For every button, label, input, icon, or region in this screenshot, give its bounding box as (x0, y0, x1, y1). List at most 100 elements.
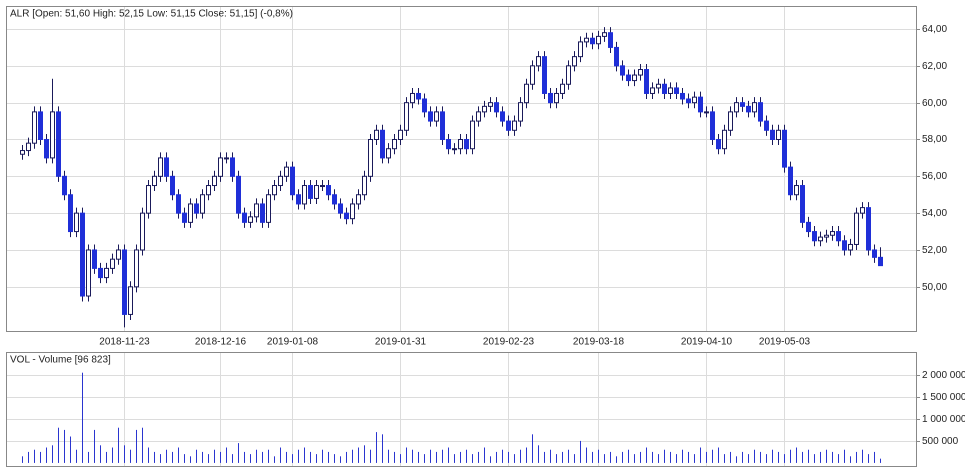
candle-body (476, 111, 481, 122)
candle-body (80, 212, 85, 297)
volume-bar (730, 451, 731, 463)
candle-body (740, 102, 745, 107)
volume-bar (274, 456, 275, 463)
candle-body (500, 111, 505, 122)
volume-bar (22, 456, 23, 463)
candle-body (416, 92, 421, 100)
volume-bar (418, 451, 419, 463)
volume-bar (646, 447, 647, 463)
volume-bar (268, 449, 269, 463)
candle-body (572, 56, 577, 67)
volume-bar (832, 451, 833, 463)
candle-body (50, 111, 55, 159)
candle-body (584, 37, 589, 43)
candle-body (140, 212, 145, 251)
volume-bar (52, 445, 53, 463)
volume-bar (652, 451, 653, 463)
candle-body (170, 175, 175, 196)
candle-body (434, 111, 439, 122)
candle-body (122, 249, 127, 315)
candle-body (188, 203, 193, 223)
candle-body (218, 157, 223, 177)
volume-bar (286, 451, 287, 463)
y-tick-label: 64,00 (922, 24, 947, 35)
volume-bar (532, 434, 533, 463)
candle-body (644, 69, 649, 94)
candle-body (680, 92, 685, 100)
volume-bar (310, 451, 311, 463)
candle-body (302, 185, 307, 205)
volume-bar (382, 434, 383, 463)
volume-bar (568, 449, 569, 463)
candle-body (638, 69, 643, 76)
volume-bar (256, 449, 257, 463)
volume-bar (316, 454, 317, 463)
candle-body (266, 194, 271, 223)
candle-body (20, 150, 25, 155)
volume-bar (40, 451, 41, 463)
volume-bar (736, 456, 737, 463)
candle-body (602, 32, 607, 37)
candle-body (656, 83, 661, 89)
candle-body (56, 111, 61, 177)
candle-body (200, 194, 205, 214)
y-tick-label: 56,00 (922, 171, 947, 182)
volume-bar (718, 447, 719, 463)
volume-bar (148, 447, 149, 463)
candle-body (206, 185, 211, 196)
candle-body (710, 111, 715, 140)
candle-body (26, 142, 31, 152)
volume-bar (244, 451, 245, 463)
candle-body (716, 138, 721, 150)
volume-bar (766, 454, 767, 463)
candle-body (134, 249, 139, 288)
volume-bar (640, 451, 641, 463)
candle-body (248, 216, 253, 223)
candle-body (542, 56, 547, 94)
volume-bar (220, 451, 221, 463)
y-tick-label: 54,00 (922, 208, 947, 219)
candle-body (164, 157, 169, 177)
volume-bar (508, 451, 509, 463)
volume-bar (298, 449, 299, 463)
volume-bar (118, 427, 119, 463)
candle-body (806, 221, 811, 233)
candle-body (728, 111, 733, 131)
volume-bar (166, 449, 167, 463)
volume-bar (190, 456, 191, 463)
volume-bar (484, 447, 485, 463)
candle-body (374, 129, 379, 140)
volume-bar (280, 447, 281, 463)
volume-bar (838, 454, 839, 463)
volume-bar (610, 451, 611, 463)
volume-bar (28, 451, 29, 463)
candle-body (494, 102, 499, 113)
volume-bar (442, 449, 443, 463)
candle-body (260, 203, 265, 223)
volume-bar (250, 454, 251, 463)
candle-body (536, 56, 541, 67)
candle-body (758, 102, 763, 122)
volume-bar (76, 449, 77, 463)
volume-bar (130, 449, 131, 463)
candle-body (338, 203, 343, 214)
y-tick-label: 52,00 (922, 245, 947, 256)
volume-bar (208, 454, 209, 463)
candle-body (464, 138, 469, 150)
volume-bar (724, 454, 725, 463)
volume-bar (184, 454, 185, 463)
candle-body (578, 41, 583, 58)
volume-bar (388, 449, 389, 463)
volume-bar (754, 449, 755, 463)
candle-body (410, 92, 415, 104)
candle-body (662, 83, 667, 94)
y-tick-label: 2 000 000 (922, 370, 965, 381)
candle-body (344, 212, 349, 220)
volume-bar (436, 451, 437, 463)
candle-body (608, 32, 613, 48)
candle-body (290, 166, 295, 196)
volume-bar (862, 449, 863, 463)
volume-bar (514, 454, 515, 463)
candle-body (482, 105, 487, 113)
x-tick-label: 2018-12-16 (195, 337, 247, 348)
